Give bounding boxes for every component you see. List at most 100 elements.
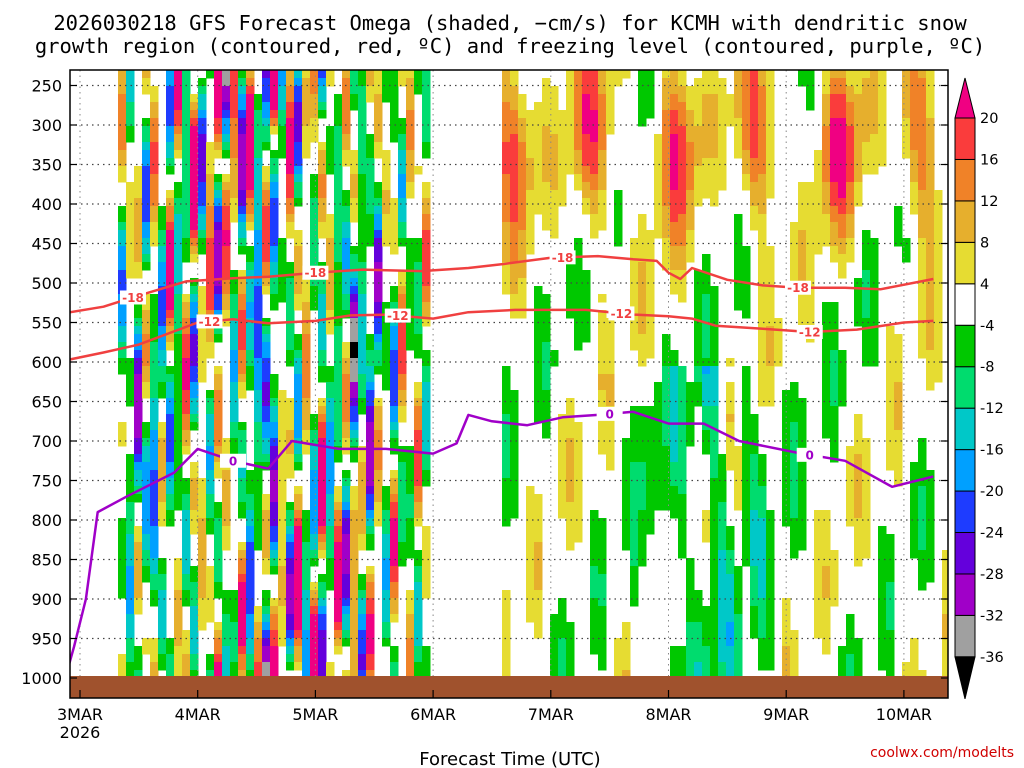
- omega-cell: [398, 382, 407, 391]
- omega-cell: [134, 238, 143, 247]
- omega-cell: [206, 150, 215, 159]
- omega-cell: [198, 94, 207, 103]
- omega-cell: [566, 494, 575, 503]
- omega-cell: [710, 374, 719, 383]
- omega-cell: [318, 454, 327, 463]
- omega-cell: [854, 190, 863, 199]
- omega-cell: [830, 134, 839, 143]
- omega-cell: [862, 342, 871, 351]
- omega-cell: [518, 150, 527, 159]
- omega-cell: [182, 86, 191, 95]
- omega-cell: [198, 126, 207, 135]
- omega-cell: [526, 158, 535, 167]
- omega-cell: [206, 230, 215, 239]
- omega-cell: [918, 118, 927, 127]
- omega-cell: [710, 590, 719, 599]
- omega-cell: [638, 350, 647, 359]
- omega-cell: [734, 470, 743, 479]
- omega-cell: [422, 646, 431, 655]
- omega-cell: [694, 382, 703, 391]
- omega-cell: [750, 158, 759, 167]
- omega-cell: [830, 318, 839, 327]
- omega-cell: [214, 542, 223, 551]
- omega-cell: [790, 526, 799, 535]
- omega-cell: [398, 390, 407, 399]
- omega-cell: [302, 342, 311, 351]
- omega-cell: [246, 118, 255, 127]
- omega-cell: [766, 366, 775, 375]
- omega-cell: [502, 598, 511, 607]
- omega-cell: [638, 542, 647, 551]
- omega-cell: [590, 550, 599, 559]
- omega-cell: [190, 654, 199, 663]
- omega-cell: [766, 646, 775, 655]
- omega-cell: [246, 78, 255, 87]
- chart-title-line-1: 2026030218 GFS Forecast Omega (shaded, −…: [53, 11, 967, 35]
- omega-cell: [294, 70, 303, 79]
- y-tick-label: 300: [31, 116, 62, 135]
- omega-cell: [262, 654, 271, 663]
- omega-cell: [230, 622, 239, 631]
- omega-cell: [678, 550, 687, 559]
- omega-cell: [726, 414, 735, 423]
- omega-cell: [406, 502, 415, 511]
- omega-cell: [862, 302, 871, 311]
- omega-cell: [502, 198, 511, 207]
- omega-cell: [158, 558, 167, 567]
- omega-cell: [182, 102, 191, 111]
- omega-cell: [854, 414, 863, 423]
- omega-cell: [790, 486, 799, 495]
- omega-cell: [238, 446, 247, 455]
- omega-cell: [726, 590, 735, 599]
- omega-cell: [582, 190, 591, 199]
- omega-cell: [550, 166, 559, 175]
- omega-cell: [302, 326, 311, 335]
- omega-cell: [894, 478, 903, 487]
- omega-cell: [926, 190, 935, 199]
- omega-cell: [382, 302, 391, 311]
- omega-cell: [262, 78, 271, 87]
- omega-cell: [342, 390, 351, 399]
- omega-cell: [142, 478, 151, 487]
- omega-cell: [590, 646, 599, 655]
- omega-cell: [806, 262, 815, 271]
- omega-cell: [638, 294, 647, 303]
- omega-cell: [558, 630, 567, 639]
- omega-cell: [942, 574, 948, 583]
- omega-cell: [854, 78, 863, 87]
- omega-cell: [590, 206, 599, 215]
- omega-cell: [326, 270, 335, 279]
- omega-cell: [214, 518, 223, 527]
- omega-cell: [382, 190, 391, 199]
- omega-cell: [918, 110, 927, 119]
- omega-cell: [798, 502, 807, 511]
- omega-cell: [590, 86, 599, 95]
- omega-cell: [758, 174, 767, 183]
- omega-cell: [614, 654, 623, 663]
- omega-cell: [310, 638, 319, 647]
- omega-cell: [862, 246, 871, 255]
- omega-cell: [406, 182, 415, 191]
- omega-cell: [854, 318, 863, 327]
- omega-cell: [398, 342, 407, 351]
- omega-cell: [382, 214, 391, 223]
- omega-cell: [718, 110, 727, 119]
- omega-cell: [270, 462, 279, 471]
- omega-cell: [670, 270, 679, 279]
- omega-cell: [230, 278, 239, 287]
- credit-link[interactable]: coolwx.com/modelts: [870, 745, 1014, 761]
- omega-cell: [678, 270, 687, 279]
- omega-cell: [142, 462, 151, 471]
- omega-cell: [638, 518, 647, 527]
- omega-cell: [734, 606, 743, 615]
- omega-cell: [598, 622, 607, 631]
- omega-cell: [854, 86, 863, 95]
- omega-cell: [350, 622, 359, 631]
- omega-cell: [822, 86, 831, 95]
- omega-cell: [158, 206, 167, 215]
- omega-cell: [878, 566, 887, 575]
- omega-cell: [718, 662, 727, 671]
- omega-cell: [118, 566, 127, 575]
- omega-cell: [166, 262, 175, 271]
- omega-cell: [534, 126, 543, 135]
